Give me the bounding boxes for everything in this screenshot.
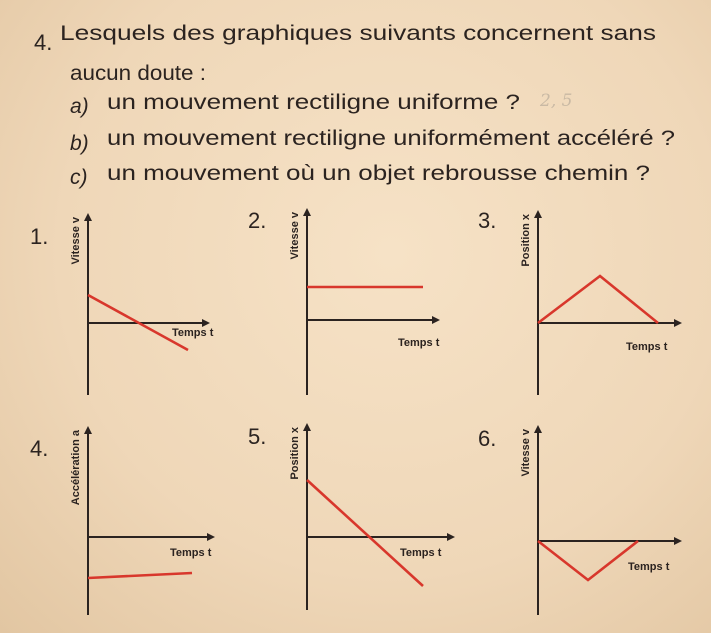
graph-number: 3. [478,208,496,233]
x-axis-label: Temps t [172,327,214,339]
pencil-note: 2, 5 [539,91,572,111]
graph-curve [537,539,639,582]
question-line-1: Lesquels des graphiques suivants concern… [60,22,656,45]
y-axis-arrow-icon [534,210,542,218]
x-axis-label: Temps t [400,547,442,559]
item-c-text: un mouvement où un objet rebrousse chemi… [107,162,650,185]
item-b-text: un mouvement rectiligne uniformément acc… [107,127,675,150]
graph-number: 5. [248,424,266,449]
y-axis-label: Position x [289,426,301,479]
graph-6: 6. Vitesse v Temps t [478,425,682,615]
graph-number: 1. [30,224,48,249]
y-axis-arrow-icon [84,426,92,434]
y-axis-label: Vitesse v [70,216,82,264]
item-c-letter: c) [70,166,88,189]
item-b-letter: b) [70,132,89,155]
y-axis-label: Position x [520,213,532,266]
graph-curve [87,293,189,352]
graph-number: 4. [30,436,48,461]
question-number: 4. [34,30,52,55]
y-axis-label: Accélération a [70,429,82,505]
graph-curve [306,479,424,587]
graphs: 1. Vitesse v Temps t 2. Vitesse v Temps t 3. Po… [30,208,682,615]
graph-1: 1. Vitesse v Temps t [30,213,214,395]
question-line-2: aucun doute : [70,62,206,85]
graph-curve [87,571,193,580]
graph-4: 4. Accélération a Temps t [30,426,215,615]
item-a-text: un mouvement rectiligne uniforme ? [107,91,520,114]
graph-2: 2. Vitesse v Temps t [248,208,440,395]
y-axis-arrow-icon [303,208,311,216]
x-axis-label: Temps t [398,337,440,349]
y-axis-arrow-icon [303,423,311,431]
x-axis-label: Temps t [626,341,668,353]
x-axis-label: Temps t [628,561,670,573]
y-axis-label: Vitesse v [520,428,532,476]
graph-number: 2. [248,208,266,233]
x-axis-arrow-icon [202,319,210,327]
question-block: 4. Lesquels des graphiques suivants conc… [34,22,675,189]
graph-curve [537,274,659,325]
graph-number: 6. [478,426,496,451]
y-axis-arrow-icon [534,425,542,433]
y-axis-arrow-icon [84,213,92,221]
y-axis-label: Vitesse v [289,211,301,259]
x-axis-arrow-icon [447,533,455,541]
x-axis-arrow-icon [674,537,682,545]
graph-3: 3. Position x Temps t [478,208,682,395]
x-axis-arrow-icon [207,533,215,541]
item-a-letter: a) [70,95,89,118]
x-axis-arrow-icon [432,316,440,324]
graph-5: 5. Position x Temps t [248,423,455,610]
x-axis-arrow-icon [674,319,682,327]
x-axis-label: Temps t [170,547,212,559]
